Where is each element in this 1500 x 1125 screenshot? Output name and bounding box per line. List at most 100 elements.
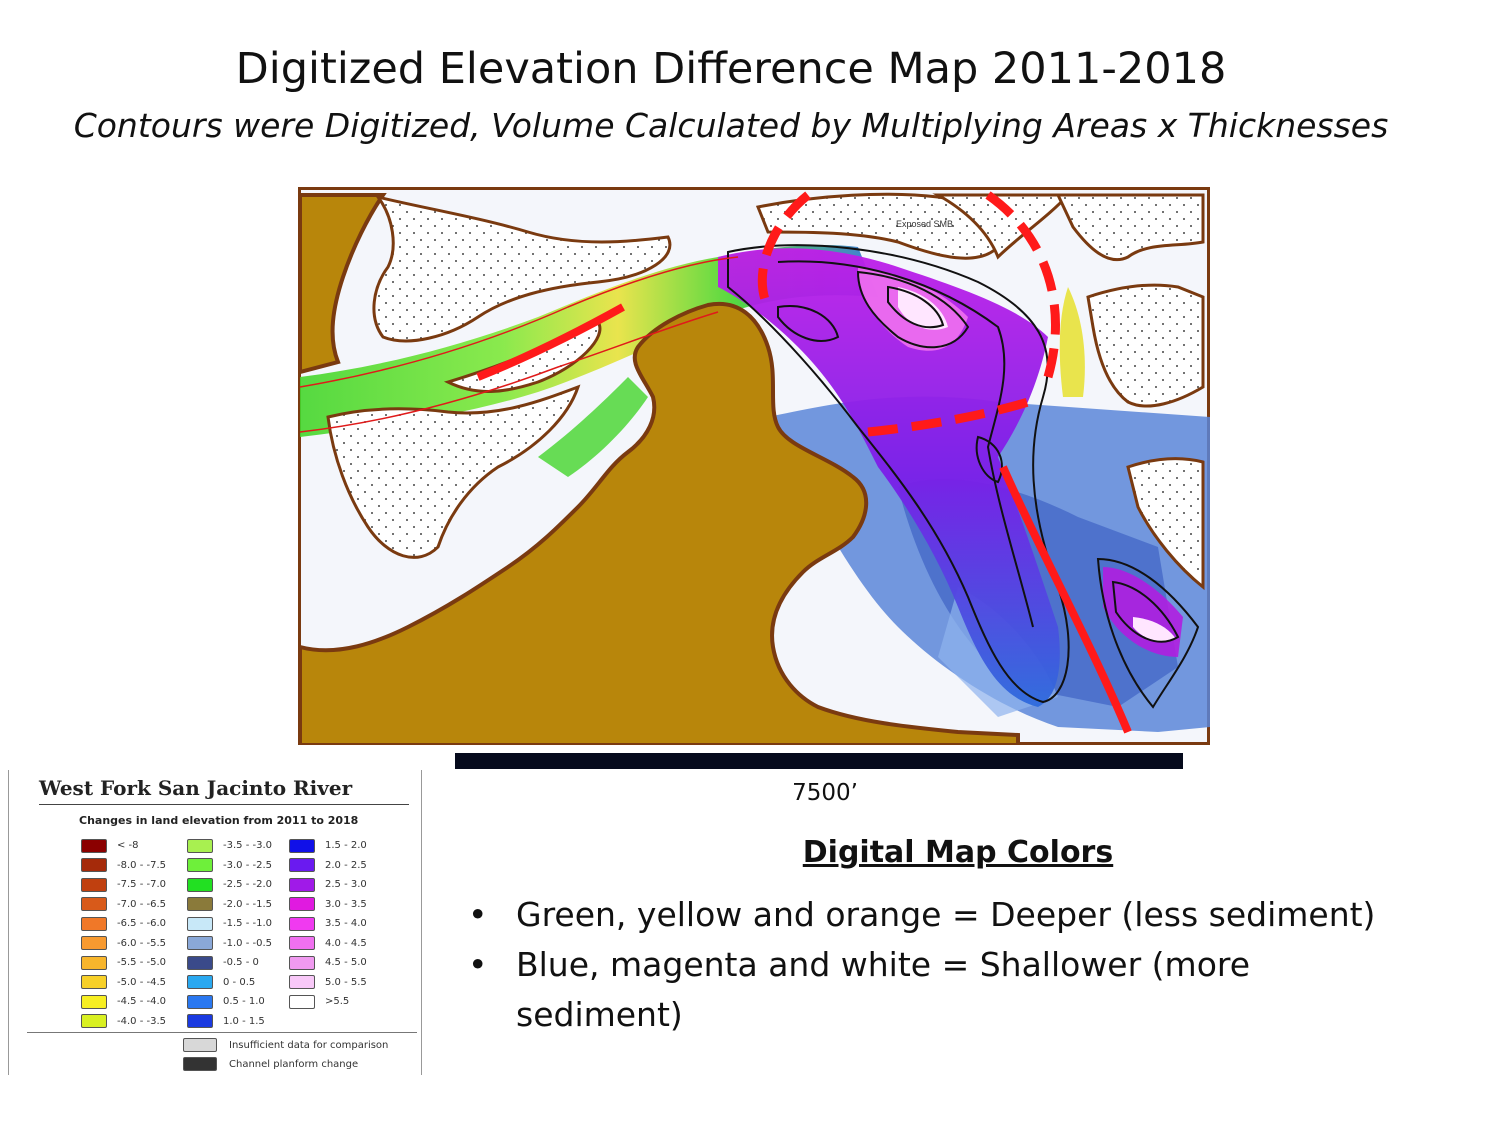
- legend-range-label: -8.0 - -7.5: [117, 859, 166, 871]
- legend-range-label: -7.5 - -7.0: [117, 879, 166, 891]
- legend-swatch: [187, 955, 213, 970]
- legend-range-label: -6.0 - -5.5: [117, 937, 166, 949]
- contour-lines: [727, 244, 1200, 709]
- legend-swatch: [81, 877, 107, 892]
- map-scale-label: 7500’: [792, 780, 858, 806]
- legend-row: -5.0 - -4.5: [81, 973, 166, 993]
- legend-row: -1.0 - -0.5: [187, 934, 272, 954]
- legend-range-label: 0 - 0.5: [223, 976, 256, 988]
- legend-range-label: -1.0 - -0.5: [223, 937, 272, 949]
- legend-row: -3.0 - -2.5: [187, 856, 272, 876]
- legend-swatch: [187, 936, 213, 951]
- legend-swatch: [81, 955, 107, 970]
- legend-range-label: -3.5 - -3.0: [223, 840, 272, 852]
- legend-swatch: [289, 858, 315, 873]
- bullet-text: Green, yellow and orange = Deeper (less …: [516, 895, 1376, 934]
- legend-row: 2.0 - 2.5: [289, 856, 367, 876]
- legend-range-label: -1.5 - -1.0: [223, 918, 272, 930]
- bullet-dot: •: [468, 945, 488, 984]
- legend-swatch: [289, 955, 315, 970]
- page-title: Digitized Elevation Difference Map 2011-…: [235, 44, 1227, 94]
- bullet-dot: •: [468, 895, 488, 934]
- legend-range-label: -5.5 - -5.0: [117, 957, 166, 969]
- legend-swatch: [289, 916, 315, 931]
- legend-range-label: -4.0 - -3.5: [117, 1015, 166, 1027]
- legend-insufficient-swatch: [183, 1038, 217, 1052]
- legend-row: 4.0 - 4.5: [289, 934, 367, 954]
- elevation-difference-map: Exposed SMB: [298, 187, 1210, 745]
- legend-row: 1.5 - 2.0: [289, 836, 367, 856]
- bullet-text: Blue, magenta and white = Shallower (mor…: [516, 945, 1251, 1034]
- legend-row: -3.5 - -3.0: [187, 836, 272, 856]
- legend-swatch: [81, 838, 107, 853]
- legend-range-label: 3.0 - 3.5: [325, 898, 367, 910]
- legend-insufficient-row: Insufficient data for comparison: [183, 1038, 388, 1052]
- legend-row: 3.0 - 3.5: [289, 895, 367, 915]
- legend-row: -2.0 - -1.5: [187, 895, 272, 915]
- legend-swatch: [81, 1014, 107, 1029]
- legend-swatch: [289, 877, 315, 892]
- legend-row: -6.5 - -6.0: [81, 914, 166, 934]
- bullet-item: • Green, yellow and orange = Deeper (les…: [468, 890, 1408, 940]
- legend-swatch: [289, 936, 315, 951]
- legend-row: 5.0 - 5.5: [289, 973, 367, 993]
- legend-swatch: [187, 858, 213, 873]
- legend-divider: [27, 1032, 417, 1033]
- legend-range-label: -0.5 - 0: [223, 957, 259, 969]
- legend-row: 4.5 - 5.0: [289, 953, 367, 973]
- legend-swatch: [81, 897, 107, 912]
- legend-row: -7.0 - -6.5: [81, 895, 166, 915]
- legend-range-label: -4.5 - -4.0: [117, 996, 166, 1008]
- legend-range-label: -7.0 - -6.5: [117, 898, 166, 910]
- legend-range-label: 4.0 - 4.5: [325, 937, 367, 949]
- page-subtitle: Contours were Digitized, Volume Calculat…: [73, 106, 1389, 145]
- red-outline-thin: [299, 256, 739, 433]
- legend-column-1: < -8 -8.0 - -7.5 -7.5 - -7.0 -7.0 - -6.5 -6.…: [81, 836, 166, 1031]
- legend-channel-row: Channel planform change: [183, 1057, 358, 1071]
- legend-swatch: [187, 877, 213, 892]
- legend-range-label: >5.5: [325, 996, 350, 1008]
- legend-swatch: [187, 916, 213, 931]
- insufficient-data-areas: [326, 192, 1205, 591]
- legend-swatch: [81, 994, 107, 1009]
- legend-row: -0.5 - 0: [187, 953, 272, 973]
- legend-insufficient-label: Insufficient data for comparison: [229, 1039, 389, 1051]
- notes-bullet-list: • Green, yellow and orange = Deeper (les…: [468, 890, 1408, 1040]
- legend-row: -4.5 - -4.0: [81, 992, 166, 1012]
- land-mass-upper-left: [298, 193, 387, 375]
- red-boundary-lines: [476, 191, 1132, 734]
- legend-title: West Fork San Jacinto River: [39, 776, 409, 805]
- legend-channel-swatch: [183, 1057, 217, 1071]
- legend-swatch: [187, 1014, 213, 1029]
- legend-row: -6.0 - -5.5: [81, 934, 166, 954]
- legend-range-label: 4.5 - 5.0: [325, 957, 367, 969]
- legend-range-label: -2.0 - -1.5: [223, 898, 272, 910]
- legend-swatch: [289, 975, 315, 990]
- legend-range-label: 2.0 - 2.5: [325, 859, 367, 871]
- legend-row: 3.5 - 4.0: [289, 914, 367, 934]
- legend-swatch: [187, 838, 213, 853]
- legend-swatch: [81, 975, 107, 990]
- legend-row: < -8: [81, 836, 166, 856]
- legend-channel-label: Channel planform change: [229, 1058, 359, 1070]
- legend-swatch: [81, 936, 107, 951]
- legend-swatch: [187, 975, 213, 990]
- legend-column-3: 1.5 - 2.0 2.0 - 2.5 2.5 - 3.0 3.0 - 3.5 3.5 …: [289, 836, 367, 1012]
- map-scale-bar: [455, 753, 1183, 769]
- notes-heading: Digital Map Colors: [802, 835, 1114, 870]
- legend-range-label: 3.5 - 4.0: [325, 918, 367, 930]
- legend-row: -1.5 - -1.0: [187, 914, 272, 934]
- legend-swatch: [187, 897, 213, 912]
- exposed-smb-label: Exposed SMB: [896, 219, 953, 229]
- legend-subtitle: Changes in land elevation from 2011 to 2…: [79, 814, 359, 827]
- legend-range-label: < -8: [117, 840, 139, 852]
- legend-row: -5.5 - -5.0: [81, 953, 166, 973]
- legend-range-label: -6.5 - -6.0: [117, 918, 166, 930]
- legend-range-label: 1.0 - 1.5: [223, 1015, 265, 1027]
- legend-row: -4.0 - -3.5: [81, 1012, 166, 1032]
- legend-range-label: -3.0 - -2.5: [223, 859, 272, 871]
- legend-row: 0 - 0.5: [187, 973, 272, 993]
- bullet-item: • Blue, magenta and white = Shallower (m…: [468, 940, 1408, 1040]
- legend-range-label: 1.5 - 2.0: [325, 840, 367, 852]
- legend-row: -8.0 - -7.5: [81, 856, 166, 876]
